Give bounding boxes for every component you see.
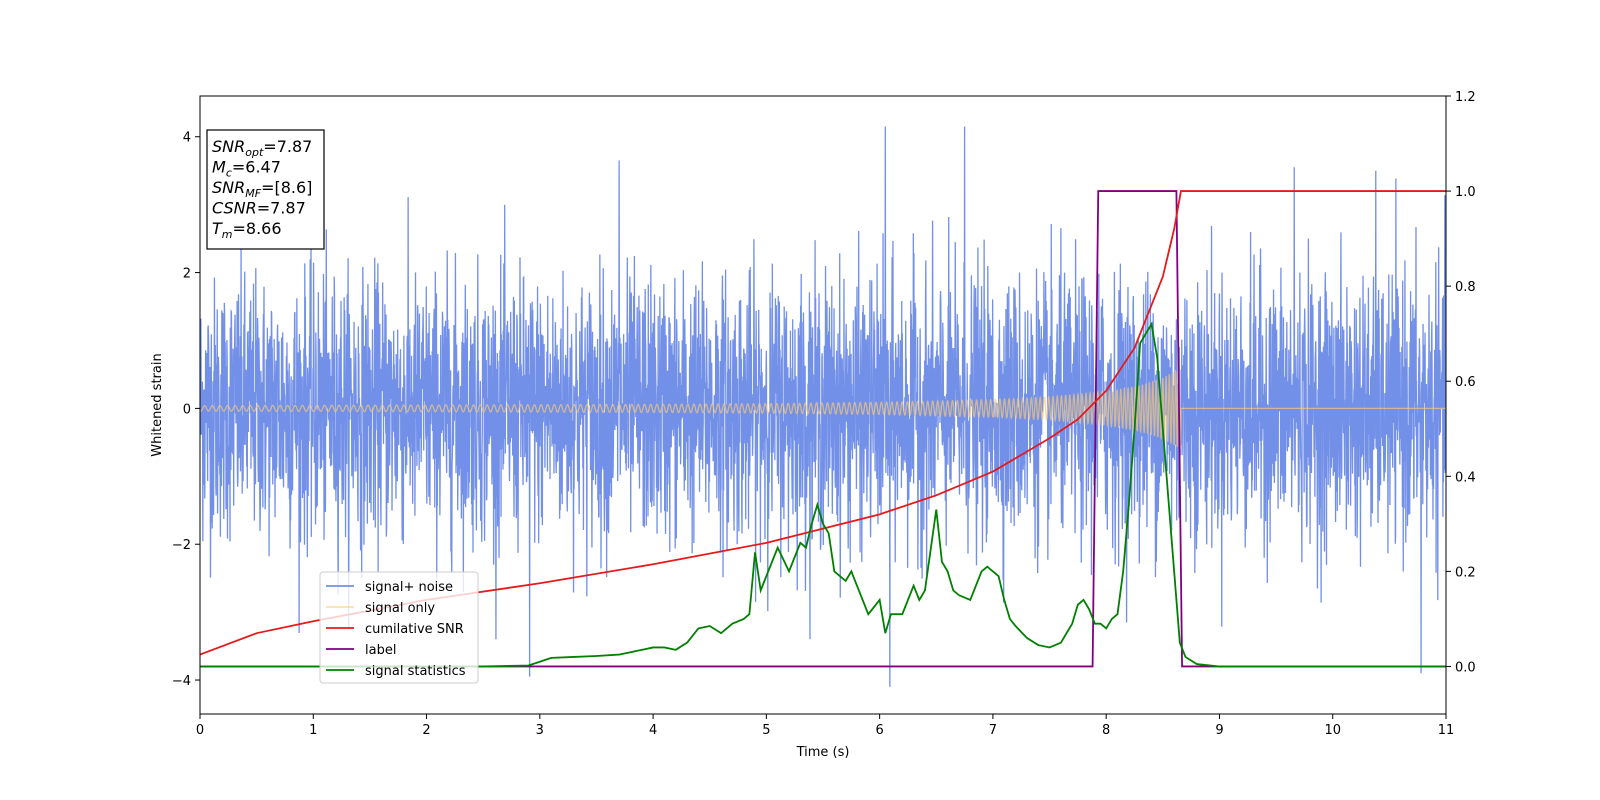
x-tick-label: 1 bbox=[309, 723, 317, 738]
y-axis-label-left: Whitened strain bbox=[150, 353, 165, 456]
legend-entry-label: signal statistics bbox=[365, 664, 466, 679]
legend-entry-label: cumilative SNR bbox=[365, 622, 464, 637]
x-tick-label: 3 bbox=[536, 723, 544, 738]
info-box-line: SNRMF=[8.6] bbox=[212, 178, 312, 200]
y-axis-right: 0.0 0.2 0.4 0.6 0.8 1.0 1.2 bbox=[1446, 90, 1476, 675]
y-right-tick-label: 0.8 bbox=[1455, 280, 1476, 295]
y-right-tick-label: 1.2 bbox=[1455, 90, 1476, 105]
info-box-frame bbox=[206, 129, 325, 250]
x-tick-label: 5 bbox=[762, 723, 770, 738]
x-tick-label: 7 bbox=[989, 723, 997, 738]
legend-entry-label: signal+ noise bbox=[365, 580, 453, 595]
legend-entry-label: label bbox=[365, 643, 396, 658]
info-box-line: Mc=6.47 bbox=[212, 158, 281, 180]
y-left-tick-label: −4 bbox=[172, 674, 191, 689]
info-box-line: CSNR=7.87 bbox=[212, 199, 306, 218]
legend-frame bbox=[319, 571, 479, 684]
y-right-tick-label: 0.6 bbox=[1455, 375, 1476, 390]
plot-frame bbox=[199, 95, 1447, 715]
y-left-tick-label: 4 bbox=[183, 131, 191, 146]
series-signal-noise-line bbox=[200, 126, 1446, 687]
info-box: SNRopt=7.87Mc=6.47SNRMF=[8.6]CSNR=7.87Tm… bbox=[206, 129, 325, 250]
info-box-line: Tm=8.66 bbox=[212, 219, 282, 241]
legend: signal+ noise signal only cumilative SNR la… bbox=[319, 571, 479, 684]
x-axis: 0 1 2 3 4 5 6 7 8 9 10 11 bbox=[196, 714, 1454, 738]
x-tick-label: 9 bbox=[1215, 723, 1223, 738]
legend-entry-label: signal only bbox=[365, 601, 435, 616]
y-left-tick-label: 0 bbox=[183, 402, 191, 417]
x-tick-label: 2 bbox=[422, 723, 430, 738]
y-right-tick-label: 0.4 bbox=[1455, 470, 1476, 485]
series-signal-only-line bbox=[200, 368, 1446, 449]
y-right-tick-label: 0.2 bbox=[1455, 565, 1476, 580]
x-tick-label: 8 bbox=[1102, 723, 1110, 738]
x-tick-label: 11 bbox=[1438, 723, 1455, 738]
x-axis-label: Time (s) bbox=[796, 745, 850, 760]
info-box-line: SNRopt=7.87 bbox=[212, 137, 312, 159]
x-tick-label: 6 bbox=[875, 723, 883, 738]
x-tick-label: 4 bbox=[649, 723, 657, 738]
y-left-tick-label: −2 bbox=[172, 538, 191, 553]
x-tick-label: 10 bbox=[1324, 723, 1341, 738]
y-left-tick-label: 2 bbox=[183, 267, 191, 282]
y-axis-left: −4 −2 0 2 4 bbox=[172, 131, 200, 689]
series-signal-statistics-line bbox=[200, 321, 1446, 668]
x-tick-label: 0 bbox=[196, 723, 204, 738]
y-right-tick-label: 0.0 bbox=[1455, 660, 1476, 675]
y-right-tick-label: 1.0 bbox=[1455, 185, 1476, 200]
